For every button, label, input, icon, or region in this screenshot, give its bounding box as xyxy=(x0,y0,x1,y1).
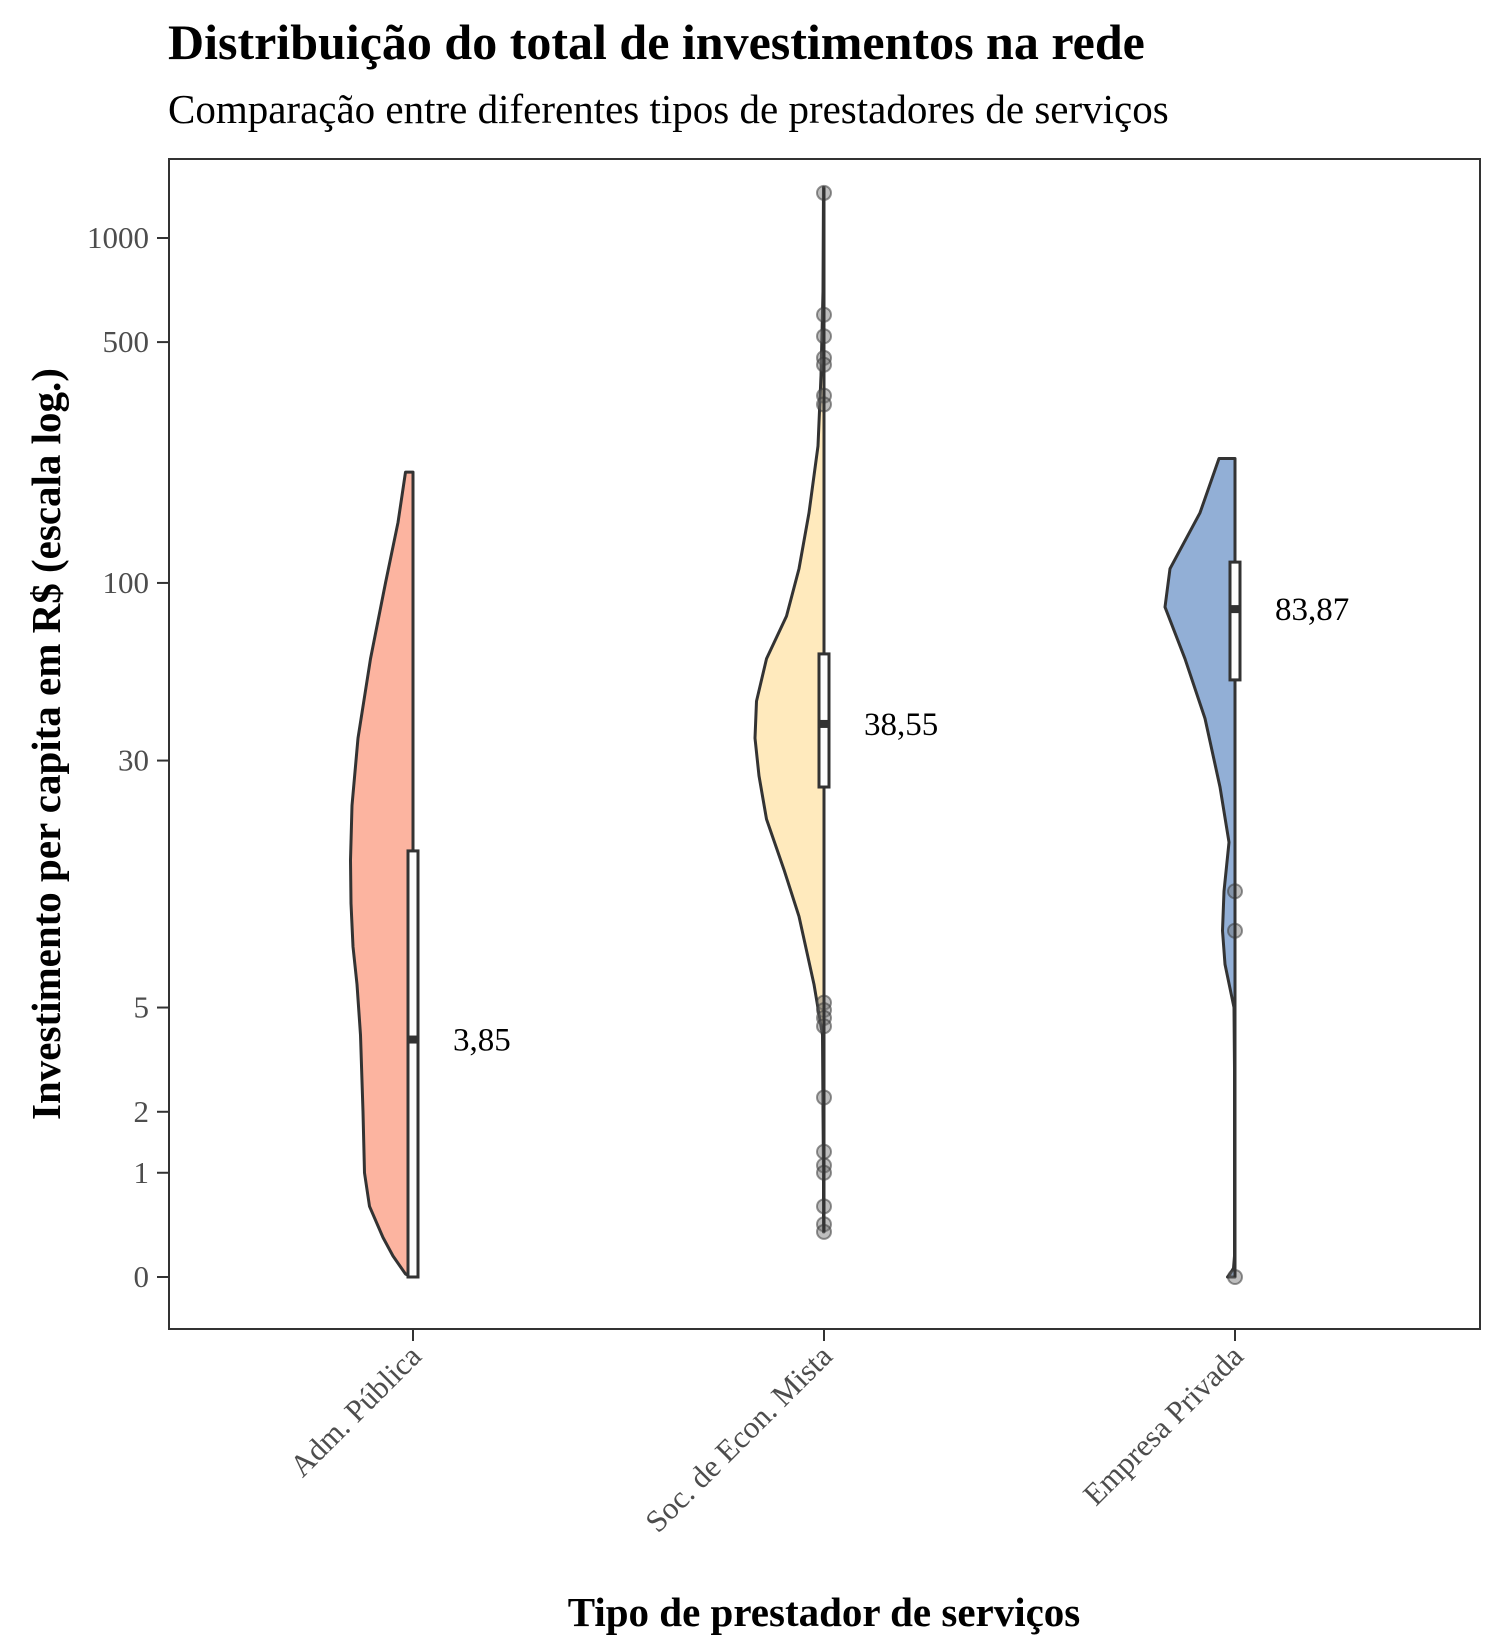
x-axis: Adm. Pública Soc. de Econ. Mista Empresa P… xyxy=(283,1329,1250,1539)
x-tick-label: Adm. Pública xyxy=(283,1338,428,1483)
y-tick-label: 1 xyxy=(134,1155,150,1190)
y-tick-label: 5 xyxy=(134,990,150,1025)
y-tick-label: 0 xyxy=(134,1259,150,1294)
median-label: 3,85 xyxy=(453,1023,511,1059)
violins: 3,85 38,55 83,87 xyxy=(349,184,1349,1285)
y-axis: 0 1 2 5 30 100 500 1000 xyxy=(87,220,169,1294)
y-tick-label: 100 xyxy=(103,565,150,600)
x-tick-label: Empresa Privada xyxy=(1076,1338,1250,1512)
y-tick-label: 2 xyxy=(134,1094,150,1129)
chart-title: Distribuição do total de investimentos n… xyxy=(168,14,1145,70)
iqr-box xyxy=(1228,560,1242,682)
y-tick-label: 500 xyxy=(103,324,150,359)
y-axis-title: Investimento per capita em R$ (escala lo… xyxy=(23,368,69,1120)
violin-half xyxy=(349,470,415,1279)
y-tick-label: 30 xyxy=(118,743,149,778)
x-axis-title: Tipo de prestador de serviços xyxy=(568,1589,1081,1635)
median-label: 38,55 xyxy=(864,707,938,743)
median-label: 83,87 xyxy=(1275,592,1349,628)
x-tick-label: Soc. de Econ. Mista xyxy=(638,1338,839,1539)
y-tick-label: 1000 xyxy=(87,220,149,255)
chart-subtitle: Comparação entre diferentes tipos de pre… xyxy=(168,86,1169,132)
iqr-box xyxy=(406,849,420,1279)
